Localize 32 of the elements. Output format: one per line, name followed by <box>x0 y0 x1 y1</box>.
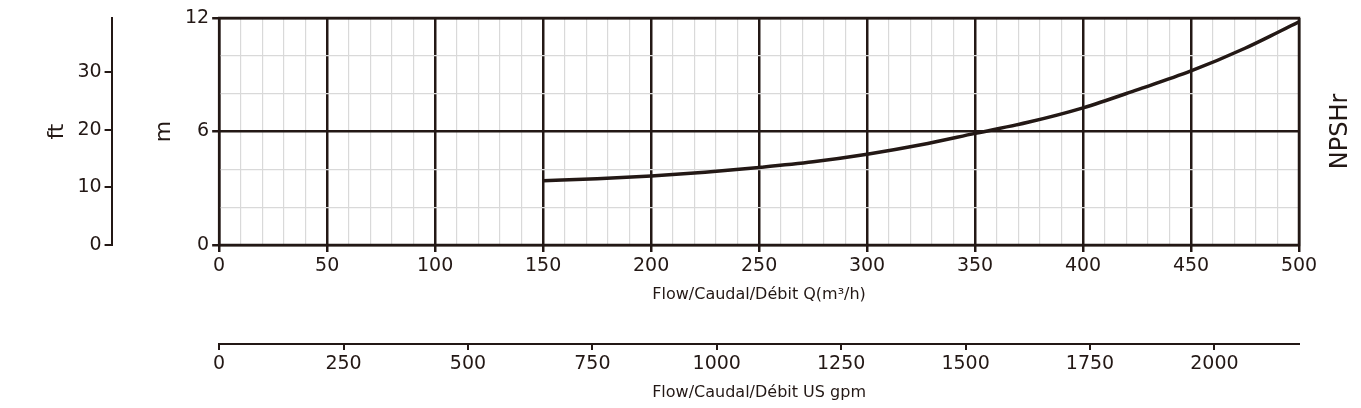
y-tick-label: 0 <box>197 231 210 254</box>
y-tick-label: 12 <box>184 4 210 27</box>
y2-tick-label: 0 <box>89 231 102 254</box>
y-tick-label: 6 <box>197 118 210 141</box>
x-tick-label: 350 <box>956 253 994 276</box>
x2-tick-label: 750 <box>574 351 611 374</box>
x2-tick-label: 1500 <box>941 351 990 374</box>
y-axis-title: m <box>150 120 176 143</box>
x-tick-label: 150 <box>524 253 562 276</box>
x-tick-label: 250 <box>740 253 778 276</box>
x-tick-label: 0 <box>213 253 226 276</box>
x2-tick-label: 0 <box>213 351 226 374</box>
x-tick-label: 500 <box>1280 253 1318 276</box>
x2-axis-title: Flow/Caudal/Débit US gpm <box>652 381 866 401</box>
x-axis-title: Flow/Caudal/Débit Q(m³/h) <box>652 283 866 303</box>
x-tick-label: 450 <box>1172 253 1210 276</box>
x2-tick-label: 500 <box>449 351 487 374</box>
text: NPSHr <box>1325 93 1354 170</box>
x2-tick-label: 1250 <box>817 351 866 374</box>
x-tick-label: 100 <box>416 253 454 276</box>
x-tick-label: 400 <box>1064 253 1102 276</box>
x2-tick-label: 1750 <box>1065 351 1115 374</box>
x2-tick-label: 2000 <box>1190 351 1239 374</box>
x-tick-label: 200 <box>632 253 670 276</box>
x-tick-label: 50 <box>315 253 340 276</box>
x2-tick-label: 250 <box>325 351 362 374</box>
y2-tick-label: 30 <box>77 58 102 81</box>
x2-tick-label: 1000 <box>692 351 741 374</box>
x-tick-label: 300 <box>848 253 886 276</box>
y2-tick-label: 20 <box>77 116 102 139</box>
y2-tick-label: 10 <box>77 174 102 197</box>
y2-axis-title: ft <box>42 123 68 140</box>
